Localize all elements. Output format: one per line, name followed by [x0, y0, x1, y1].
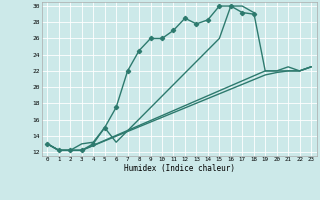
- X-axis label: Humidex (Indice chaleur): Humidex (Indice chaleur): [124, 164, 235, 173]
